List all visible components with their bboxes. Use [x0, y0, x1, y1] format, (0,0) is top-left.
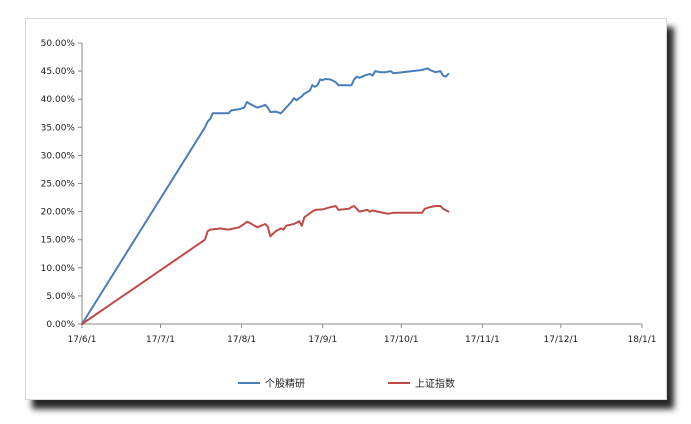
x-tick-label: 17/6/1: [68, 335, 97, 345]
line-chart: 0.00% 5.00% 10.00% 15.00% 20.00% 25.00% 30.00%…: [41, 39, 657, 390]
series-line-1: [81, 67, 450, 325]
y-tick-label: 0.00%: [46, 320, 75, 330]
x-tick-label: 17/11/1: [465, 335, 500, 345]
y-tick-label: 40.00%: [41, 95, 76, 105]
series-lines: [81, 67, 450, 325]
y-tick-label: 50.00%: [41, 39, 76, 49]
axes: [81, 43, 642, 325]
x-tick-label: 17/8/1: [227, 335, 256, 345]
y-tick-label: 25.00%: [41, 180, 76, 190]
legend-label-1: 个股精研: [265, 377, 305, 390]
legend: 个股精研 上证指数: [238, 377, 455, 390]
y-axis-ticks: 0.00% 5.00% 10.00% 15.00% 20.00% 25.00% 30.00%…: [41, 39, 82, 330]
y-tick-label: 45.00%: [41, 67, 76, 77]
chart-area: 0.00% 5.00% 10.00% 15.00% 20.00% 25.00% 30.00%…: [25, 18, 667, 400]
x-tick-label: 17/9/1: [308, 335, 337, 345]
x-tick-label: 17/10/1: [384, 335, 419, 345]
y-tick-label: 30.00%: [41, 151, 76, 161]
series-line-2: [81, 205, 450, 325]
x-axis-ticks: 17/6/1 17/7/1 17/8/1 17/9/1 17/10/1 17/11/1 17…: [68, 324, 657, 345]
y-tick-label: 20.00%: [41, 208, 76, 218]
x-tick-label: 17/7/1: [146, 335, 175, 345]
y-tick-label: 15.00%: [41, 236, 76, 246]
y-tick-label: 5.00%: [46, 292, 75, 302]
y-tick-label: 10.00%: [41, 264, 76, 274]
y-tick-label: 35.00%: [41, 123, 76, 133]
x-tick-label: 17/12/1: [544, 335, 579, 345]
legend-label-2: 上证指数: [415, 377, 455, 390]
x-tick-label: 18/1/1: [628, 335, 657, 345]
